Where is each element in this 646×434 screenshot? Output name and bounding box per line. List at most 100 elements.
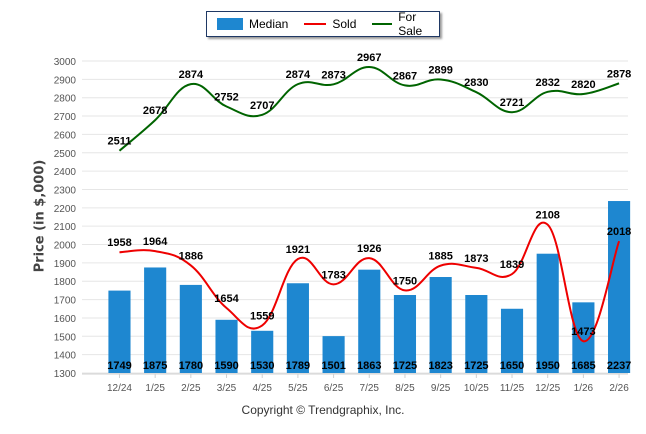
data-label-for-sale: 2967 [357, 52, 381, 64]
bar-median [572, 302, 595, 373]
data-label-median: 2237 [607, 360, 631, 372]
y-tick-label: 1700 [54, 296, 77, 307]
data-label-median: 1501 [321, 360, 345, 372]
data-label-for-sale: 2511 [108, 136, 132, 148]
data-label-median: 1789 [286, 360, 310, 372]
legend-swatch-median [217, 18, 243, 30]
x-tick-label: 9/25 [431, 383, 451, 394]
chart-legend: Median Sold For Sale [206, 10, 440, 38]
legend-label-median: Median [249, 17, 289, 31]
data-label-for-sale: 2832 [535, 77, 559, 89]
line-sold [119, 221, 621, 343]
data-label-for-sale: 2873 [321, 69, 345, 81]
x-tick-label: 10/25 [464, 383, 489, 394]
legend-swatch-for-sale [372, 23, 393, 25]
x-tick-label: 5/25 [288, 383, 308, 394]
data-label-median: 1725 [464, 360, 488, 372]
data-label-median: 1863 [357, 360, 381, 372]
line-for-sale [118, 66, 620, 152]
legend-label-sold: Sold [332, 17, 357, 31]
x-tick-label: 12/25 [535, 383, 560, 394]
bar-median [465, 295, 488, 373]
data-label-sold: 1559 [250, 310, 274, 322]
data-label-for-sale: 2721 [500, 97, 524, 109]
data-label-sold: 1958 [107, 237, 131, 249]
bar-median [286, 283, 309, 373]
data-label-sold: 1886 [179, 250, 203, 262]
data-label-for-sale: 2878 [607, 68, 631, 80]
data-label-median: 1650 [500, 360, 524, 372]
y-tick-label: 2100 [54, 222, 77, 233]
x-tick-label: 6/25 [324, 383, 344, 394]
legend-item-sold: Sold [304, 17, 356, 31]
bar-median [215, 319, 238, 373]
data-label-sold: 1885 [428, 251, 452, 263]
data-label-sold: 1654 [214, 293, 239, 305]
x-tick-label: 11/25 [500, 383, 525, 394]
y-tick-label: 2400 [54, 167, 77, 178]
x-tick-label: 3/25 [217, 383, 237, 394]
x-tick-label: 2/25 [181, 383, 201, 394]
data-label-median: 1749 [107, 360, 131, 372]
data-label-for-sale: 2707 [250, 100, 274, 112]
legend-swatch-sold [304, 23, 327, 25]
data-label-sold: 1873 [464, 253, 488, 265]
bar-median [393, 295, 417, 373]
y-tick-label: 1400 [54, 351, 77, 362]
data-label-sold: 1926 [357, 243, 381, 255]
bar-median [608, 201, 631, 373]
data-label-sold: 2018 [607, 226, 631, 238]
data-label-sold: 1473 [571, 326, 595, 338]
data-label-median: 1950 [535, 360, 559, 372]
bar-median [536, 253, 559, 373]
data-label-median: 1685 [571, 360, 595, 372]
x-tick-label: 12/24 [107, 383, 132, 394]
data-label-for-sale: 2678 [143, 105, 167, 117]
data-label-median: 1530 [250, 360, 274, 372]
bar-median [179, 284, 202, 373]
data-label-sold: 1839 [500, 259, 524, 271]
legend-label-for-sale: For Sale [398, 10, 423, 38]
x-tick-label: 7/25 [360, 383, 380, 394]
data-label-median: 1590 [214, 360, 238, 372]
y-tick-label: 2000 [54, 241, 77, 252]
x-tick-label: 4/25 [252, 383, 272, 394]
bar-median [429, 277, 452, 373]
data-label-sold: 1750 [393, 275, 417, 287]
data-label-for-sale: 2867 [393, 70, 417, 82]
data-label-for-sale: 2820 [571, 79, 595, 91]
y-tick-label: 3000 [54, 57, 77, 68]
legend-item-median: Median [217, 17, 288, 31]
x-tick-label: 1/25 [145, 383, 165, 394]
y-tick-label: 1500 [54, 332, 77, 343]
y-tick-label: 1900 [54, 259, 77, 270]
copyright-text: Copyright © Trendgraphix, Inc. [241, 403, 405, 417]
y-tick-label: 2700 [54, 112, 77, 123]
bar-median [322, 336, 345, 373]
data-label-median: 1725 [393, 360, 417, 372]
x-tick-label: 8/25 [395, 383, 415, 394]
bar-median [500, 308, 524, 373]
bar-median [144, 267, 167, 373]
data-label-for-sale: 2899 [428, 65, 452, 77]
data-label-for-sale: 2752 [214, 92, 238, 104]
y-tick-label: 2300 [54, 185, 77, 196]
data-label-for-sale: 2874 [286, 69, 311, 81]
y-tick-label: 1600 [54, 314, 77, 325]
data-label-median: 1780 [179, 360, 203, 372]
bar-median [108, 290, 131, 373]
y-tick-label: 2200 [54, 204, 77, 215]
data-label-for-sale: 2874 [179, 69, 204, 81]
y-tick-label: 2800 [54, 94, 77, 105]
x-tick-label: 1/26 [574, 383, 594, 394]
legend-item-for-sale: For Sale [372, 10, 439, 38]
y-tick-label: 2500 [54, 149, 77, 160]
x-tick-label: 2/26 [609, 383, 629, 394]
bar-median [251, 330, 274, 373]
data-label-for-sale: 2830 [464, 77, 488, 89]
data-label-sold: 1964 [143, 236, 168, 248]
data-label-sold: 1921 [286, 244, 310, 256]
y-tick-label: 2600 [54, 130, 77, 141]
data-label-sold: 1783 [321, 269, 345, 281]
